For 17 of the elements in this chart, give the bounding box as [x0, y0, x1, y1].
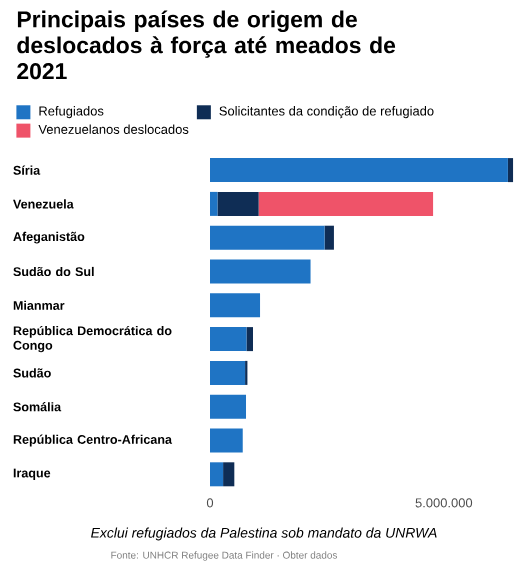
bar: [210, 158, 508, 183]
bar: [258, 191, 434, 216]
bar: [507, 158, 514, 183]
bar: [210, 191, 218, 216]
bar: [210, 428, 243, 453]
bar: [324, 225, 334, 250]
bar: [210, 225, 325, 250]
bar: [210, 360, 246, 385]
bar: [210, 394, 247, 419]
bar: [210, 462, 224, 487]
chart-title: Principais países de origem de deslocados à força até meados de 2021: [17, 10, 396, 80]
bar: [210, 327, 247, 352]
bar: [210, 293, 261, 318]
bar: [223, 462, 235, 487]
bar: [217, 191, 259, 216]
bar: [210, 259, 311, 284]
bar: [246, 327, 254, 352]
